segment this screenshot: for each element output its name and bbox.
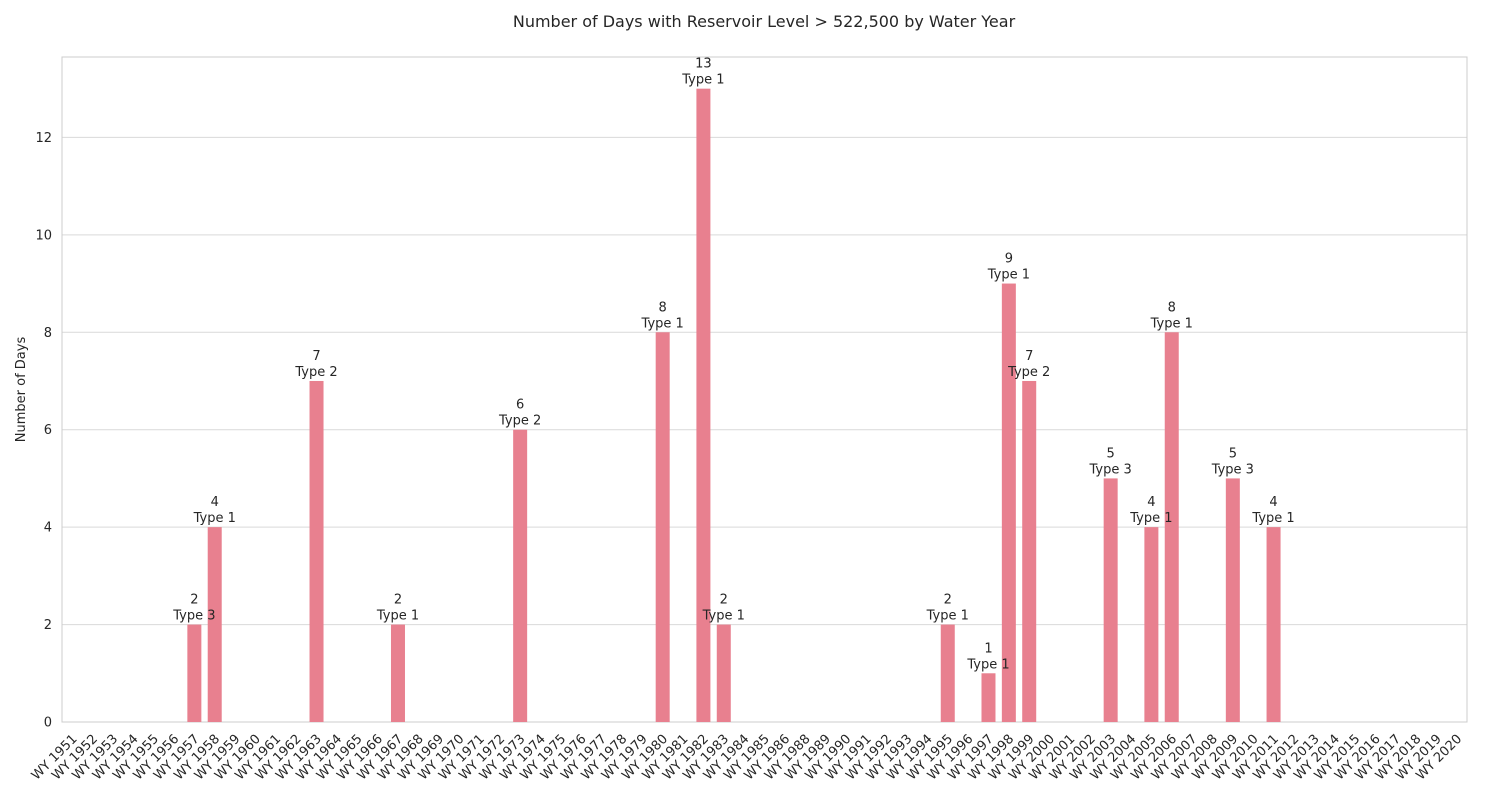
plot-frame bbox=[61, 56, 1468, 723]
bar-type-label: Type 1 bbox=[681, 73, 724, 88]
y-tick-label: 10 bbox=[35, 228, 52, 243]
y-axis-label: Number of Days bbox=[14, 337, 29, 443]
bar-wy-1980 bbox=[655, 332, 670, 722]
bar-value-label: 2 bbox=[394, 593, 402, 608]
y-tick-label: 2 bbox=[44, 618, 52, 633]
bar-type-label: Type 2 bbox=[498, 414, 541, 429]
y-tick-label: 8 bbox=[44, 326, 52, 341]
bar-wy-2011 bbox=[1266, 527, 1281, 722]
bar-value-label: 9 bbox=[1005, 252, 1013, 267]
bar-type-label: Type 1 bbox=[926, 609, 969, 624]
bar-value-label: 4 bbox=[1147, 495, 1155, 510]
bar-type-label: Type 2 bbox=[1007, 365, 1050, 380]
bar-wy-1957 bbox=[187, 624, 202, 722]
bar-wy-1963 bbox=[309, 380, 324, 722]
bar-wy-1982 bbox=[696, 88, 711, 722]
bar-value-label: 13 bbox=[695, 57, 712, 72]
bar-wy-1958 bbox=[207, 527, 222, 722]
bar-value-label: 4 bbox=[211, 495, 219, 510]
chart-title: Number of Days with Reservoir Level > 52… bbox=[512, 12, 1016, 31]
bar-value-label: 4 bbox=[1269, 495, 1277, 510]
bar-value-label: 2 bbox=[944, 593, 952, 608]
bar-wy-1973 bbox=[513, 429, 528, 722]
bar-wy-2006 bbox=[1164, 332, 1179, 722]
bar-wy-1999 bbox=[1022, 380, 1037, 722]
bar-type-label: Type 1 bbox=[966, 657, 1009, 672]
bar-value-label: 1 bbox=[984, 641, 992, 656]
bar-value-label: 6 bbox=[516, 398, 524, 413]
bar-value-label: 7 bbox=[1025, 349, 1033, 364]
bar-type-label: Type 1 bbox=[702, 609, 745, 624]
bar-type-label: Type 1 bbox=[1251, 511, 1294, 526]
bar-wy-2005 bbox=[1144, 527, 1159, 722]
bar-value-label: 5 bbox=[1229, 446, 1237, 461]
bar-value-label: 2 bbox=[720, 593, 728, 608]
bar-wy-1983 bbox=[716, 624, 731, 722]
bar-wy-2009 bbox=[1225, 478, 1240, 722]
y-tick-label: 6 bbox=[44, 423, 52, 438]
y-tick-label: 4 bbox=[44, 521, 52, 536]
bar-wy-1997 bbox=[981, 673, 996, 722]
bar-value-label: 8 bbox=[1168, 300, 1176, 315]
bar-wy-1998 bbox=[1001, 283, 1016, 722]
bar-type-label: Type 1 bbox=[1129, 511, 1172, 526]
bar-value-label: 7 bbox=[312, 349, 320, 364]
bar-type-label: Type 1 bbox=[1150, 316, 1193, 331]
y-tick-label: 12 bbox=[35, 131, 52, 146]
bar-type-label: Type 1 bbox=[193, 511, 236, 526]
bar-wy-1967 bbox=[390, 624, 405, 722]
bar-wy-2003 bbox=[1103, 478, 1118, 722]
bar-type-label: Type 2 bbox=[294, 365, 337, 380]
bar-value-label: 5 bbox=[1107, 446, 1115, 461]
bar-type-label: Type 3 bbox=[1211, 462, 1254, 477]
y-tick-label: 0 bbox=[44, 716, 52, 731]
bar-type-label: Type 1 bbox=[987, 268, 1030, 283]
bar-type-label: Type 1 bbox=[376, 609, 419, 624]
bar-type-label: Type 1 bbox=[641, 316, 684, 331]
bar-value-label: 2 bbox=[190, 593, 198, 608]
bar-wy-1995 bbox=[940, 624, 955, 722]
bar-type-label: Type 3 bbox=[1089, 462, 1132, 477]
bar-value-label: 8 bbox=[659, 300, 667, 315]
bar-type-label: Type 3 bbox=[172, 609, 215, 624]
